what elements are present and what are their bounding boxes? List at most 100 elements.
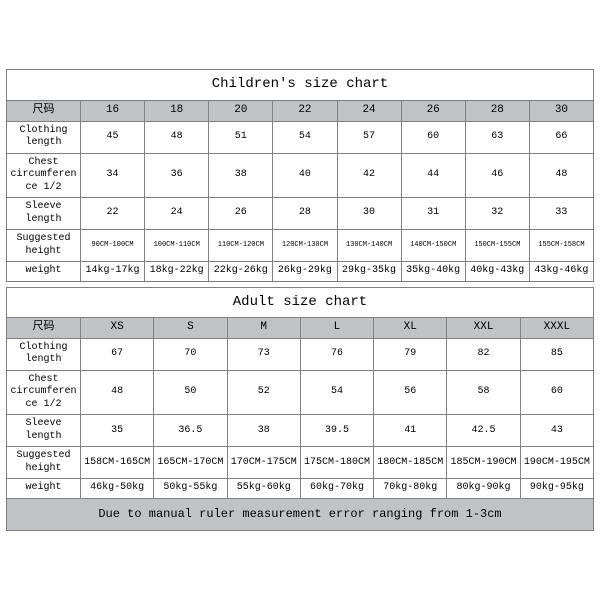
row-label: Chest circumference 1/2 <box>7 370 81 415</box>
cell: 33 <box>529 198 593 230</box>
cell: 39.5 <box>300 415 373 447</box>
cell: 14kg-17kg <box>81 262 145 282</box>
row-label: Clothing length <box>7 338 81 370</box>
cell: 40 <box>273 153 337 198</box>
row-label: Sleeve length <box>7 415 81 447</box>
cell: 100CM-110CM <box>145 230 209 262</box>
cell: 32 <box>465 198 529 230</box>
cell: 38 <box>227 415 300 447</box>
cell: 35 <box>81 415 154 447</box>
table-row: Chest circumference 1/23436384042444648 <box>7 153 594 198</box>
cell: 82 <box>447 338 520 370</box>
cell: 54 <box>300 370 373 415</box>
cell: 18kg-22kg <box>145 262 209 282</box>
row-label: Clothing length <box>7 121 81 153</box>
children-size-table: Children's size chart 尺码 16 18 20 22 24 … <box>6 69 594 281</box>
size-col: M <box>227 318 300 339</box>
cell: 90CM-100CM <box>81 230 145 262</box>
row-label: Suggested height <box>7 447 81 479</box>
cell: 70 <box>154 338 227 370</box>
row-label: Sleeve length <box>7 198 81 230</box>
cell: 55kg-60kg <box>227 479 300 499</box>
cell: 170CM-175CM <box>227 447 300 479</box>
cell: 34 <box>81 153 145 198</box>
cell: 52 <box>227 370 300 415</box>
cell: 70kg-80kg <box>374 479 447 499</box>
cell: 73 <box>227 338 300 370</box>
table-row: Chest circumference 1/248505254565860 <box>7 370 594 415</box>
size-col: 30 <box>529 100 593 121</box>
cell: 36 <box>145 153 209 198</box>
cell: 85 <box>520 338 593 370</box>
cell: 76 <box>300 338 373 370</box>
size-col: 26 <box>401 100 465 121</box>
cell: 42 <box>337 153 401 198</box>
table-row: Suggested height90CM-100CM100CM-110CM110… <box>7 230 594 262</box>
size-col: XXL <box>447 318 520 339</box>
cell: 140CM-150CM <box>401 230 465 262</box>
cell: 46kg-50kg <box>81 479 154 499</box>
cell: 30 <box>337 198 401 230</box>
cell: 110CM-120CM <box>209 230 273 262</box>
children-title: Children's size chart <box>7 70 594 101</box>
adult-header-row: 尺码 XS S M L XL XXL XXXL <box>7 318 594 339</box>
size-col: 28 <box>465 100 529 121</box>
cell: 35kg-40kg <box>401 262 465 282</box>
size-col: 18 <box>145 100 209 121</box>
cell: 26kg-29kg <box>273 262 337 282</box>
cell: 60kg-70kg <box>300 479 373 499</box>
size-col: 20 <box>209 100 273 121</box>
cell: 66 <box>529 121 593 153</box>
size-label: 尺码 <box>7 318 81 339</box>
cell: 80kg-90kg <box>447 479 520 499</box>
cell: 51 <box>209 121 273 153</box>
cell: 90kg-95kg <box>520 479 593 499</box>
cell: 185CM-190CM <box>447 447 520 479</box>
cell: 165CM-170CM <box>154 447 227 479</box>
row-label: Suggested height <box>7 230 81 262</box>
measurement-note: Due to manual ruler measurement error ra… <box>7 498 594 530</box>
cell: 38 <box>209 153 273 198</box>
cell: 150CM-155CM <box>465 230 529 262</box>
table-row: weight46kg-50kg50kg-55kg55kg-60kg60kg-70… <box>7 479 594 499</box>
cell: 60 <box>520 370 593 415</box>
adult-size-table: Adult size chart 尺码 XS S M L XL XXL XXXL… <box>6 287 594 531</box>
cell: 48 <box>81 370 154 415</box>
cell: 22kg-26kg <box>209 262 273 282</box>
table-row: weight14kg-17kg18kg-22kg22kg-26kg26kg-29… <box>7 262 594 282</box>
cell: 79 <box>374 338 447 370</box>
cell: 40kg-43kg <box>465 262 529 282</box>
cell: 63 <box>465 121 529 153</box>
table-row: Suggested height158CM-165CM165CM-170CM17… <box>7 447 594 479</box>
cell: 175CM-180CM <box>300 447 373 479</box>
cell: 58 <box>447 370 520 415</box>
cell: 54 <box>273 121 337 153</box>
cell: 120CM-130CM <box>273 230 337 262</box>
cell: 48 <box>145 121 209 153</box>
table-row: Clothing length67707376798285 <box>7 338 594 370</box>
cell: 41 <box>374 415 447 447</box>
table-row: Clothing length4548515457606366 <box>7 121 594 153</box>
row-label: weight <box>7 479 81 499</box>
cell: 43 <box>520 415 593 447</box>
row-label: Chest circumference 1/2 <box>7 153 81 198</box>
cell: 36.5 <box>154 415 227 447</box>
cell: 46 <box>465 153 529 198</box>
cell: 190CM-195CM <box>520 447 593 479</box>
table-row: Sleeve length2224262830313233 <box>7 198 594 230</box>
size-col: 24 <box>337 100 401 121</box>
cell: 31 <box>401 198 465 230</box>
cell: 29kg-35kg <box>337 262 401 282</box>
cell: 28 <box>273 198 337 230</box>
cell: 60 <box>401 121 465 153</box>
adult-title: Adult size chart <box>7 287 594 318</box>
cell: 22 <box>81 198 145 230</box>
cell: 158CM-165CM <box>81 447 154 479</box>
cell: 180CM-185CM <box>374 447 447 479</box>
cell: 50 <box>154 370 227 415</box>
cell: 48 <box>529 153 593 198</box>
table-row: Sleeve length3536.53839.54142.543 <box>7 415 594 447</box>
cell: 57 <box>337 121 401 153</box>
cell: 44 <box>401 153 465 198</box>
cell: 45 <box>81 121 145 153</box>
